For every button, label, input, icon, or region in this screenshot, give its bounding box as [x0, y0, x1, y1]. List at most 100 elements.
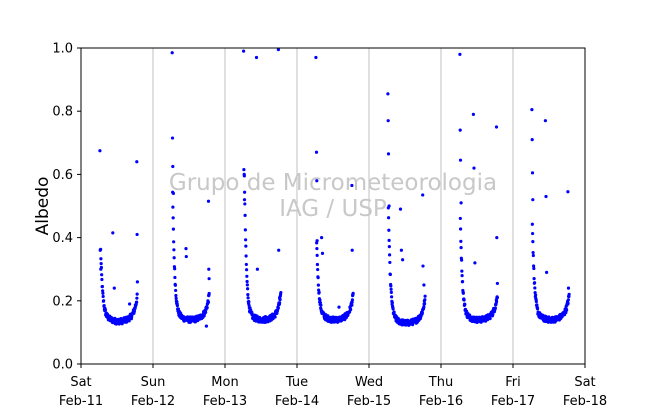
x-tick-label-date: Feb-15	[347, 394, 391, 409]
data-point	[207, 277, 211, 281]
y-axis: 0.0 0.2 0.4 0.6 0.8 1.0	[52, 42, 81, 373]
watermark: Grupo de Micrometeorologia IAG / USP	[169, 170, 497, 222]
data-point	[276, 306, 280, 310]
data-point	[389, 290, 393, 294]
data-point	[99, 267, 103, 271]
data-point	[494, 125, 499, 129]
x-tick-label-day: Sun	[141, 375, 166, 390]
data-point	[459, 239, 463, 243]
data-point	[423, 294, 427, 298]
data-point	[243, 190, 247, 194]
y-tick-label: 0.2	[52, 294, 73, 309]
data-point	[99, 257, 103, 261]
data-point	[316, 276, 320, 280]
x-tick-label-day: Wed	[355, 375, 383, 390]
data-point	[531, 231, 535, 236]
data-point	[420, 311, 424, 315]
data-point	[533, 291, 537, 295]
data-point	[389, 287, 393, 291]
data-point	[315, 179, 319, 183]
data-point	[102, 299, 106, 303]
data-point	[172, 248, 176, 252]
data-point	[128, 302, 132, 306]
data-point	[171, 227, 175, 231]
y-tick-label: 0.0	[52, 358, 73, 373]
data-point	[566, 298, 570, 302]
data-point	[567, 292, 571, 296]
data-point	[135, 232, 139, 237]
data-point	[463, 302, 467, 307]
data-point	[460, 273, 464, 278]
data-point	[391, 307, 395, 311]
data-point	[495, 236, 499, 240]
data-point	[495, 299, 499, 304]
data-point	[388, 253, 392, 257]
data-point	[101, 291, 105, 295]
data-point	[135, 296, 139, 300]
data-point	[460, 269, 464, 273]
data-point	[337, 305, 341, 309]
data-point	[326, 314, 330, 318]
data-point	[319, 303, 323, 307]
data-point	[279, 290, 283, 295]
watermark-line-1: Grupo de Micrometeorologia	[169, 170, 497, 196]
data-point	[491, 312, 495, 317]
data-point	[531, 253, 535, 258]
data-point	[534, 293, 538, 297]
data-point	[132, 309, 136, 313]
data-point	[461, 291, 465, 295]
data-point	[171, 164, 175, 169]
data-point	[316, 283, 320, 287]
data-point	[320, 236, 324, 240]
data-point	[390, 300, 394, 305]
data-point	[531, 198, 535, 202]
data-point	[184, 247, 188, 251]
data-point	[135, 280, 139, 284]
data-point	[422, 305, 426, 309]
data-point	[565, 308, 569, 312]
x-tick-label-date: Feb-12	[131, 394, 175, 409]
data-point	[172, 240, 176, 244]
data-point	[411, 323, 415, 327]
data-point	[471, 112, 475, 116]
data-point	[244, 254, 248, 258]
data-point	[103, 308, 107, 312]
data-point	[278, 296, 282, 300]
data-point	[320, 251, 325, 255]
data-point	[263, 315, 268, 319]
data-point	[386, 152, 391, 156]
data-point	[533, 281, 537, 285]
data-point	[543, 119, 548, 123]
data-point	[246, 293, 250, 297]
data-point	[135, 292, 139, 296]
data-point	[206, 199, 211, 203]
data-point	[101, 289, 105, 293]
data-point	[349, 307, 353, 312]
data-point	[174, 296, 178, 300]
data-point	[111, 231, 115, 235]
data-point	[170, 136, 175, 140]
x-tick-label-date: Feb-17	[491, 394, 535, 409]
data-point	[247, 303, 251, 308]
data-point	[245, 283, 249, 287]
data-point	[458, 158, 463, 162]
data-point	[421, 264, 425, 268]
data-point	[205, 306, 209, 310]
data-point	[388, 272, 392, 277]
data-point	[174, 288, 178, 293]
data-point	[174, 293, 178, 298]
data-point	[172, 256, 176, 260]
x-tick-label-date: Feb-18	[563, 394, 607, 409]
data-point	[532, 277, 536, 281]
data-point	[242, 49, 246, 53]
data-point	[530, 138, 534, 142]
data-point	[277, 248, 281, 252]
data-point	[350, 300, 354, 304]
data-point	[387, 228, 391, 232]
data-point	[545, 270, 549, 274]
data-point	[459, 227, 463, 231]
data-point	[254, 55, 259, 60]
data-point	[533, 286, 537, 290]
data-point	[171, 191, 175, 195]
